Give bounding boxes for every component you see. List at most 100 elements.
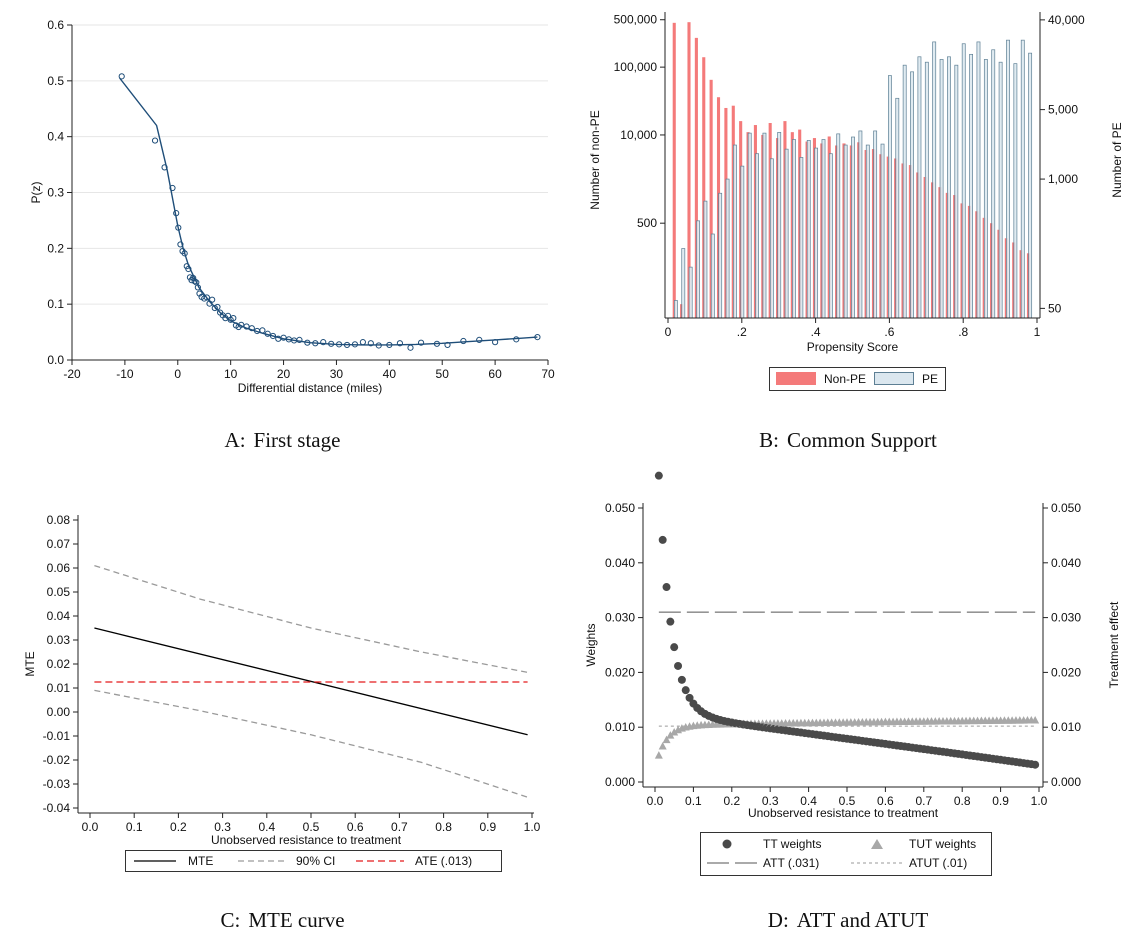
y-tick-label-c: -0.04: [43, 801, 71, 815]
bar-pe: [1020, 39, 1025, 319]
y-axis-label-right-d: Treatment effect: [1107, 601, 1121, 688]
legend-marker-tt: [722, 839, 732, 849]
bar-pe: [733, 144, 737, 319]
x-tick-label-c: 0.2: [170, 820, 187, 834]
x-axis-label-a: Differential distance (miles): [238, 381, 383, 395]
bar-pe: [932, 41, 937, 319]
tt-weight-point: [674, 661, 683, 670]
bar-pe: [895, 97, 900, 319]
y-tick-label-c: 0.08: [47, 513, 71, 527]
legend-label-att: ATT (.031): [763, 856, 820, 870]
data-point-a: [177, 241, 184, 248]
bar-non-pe: [709, 79, 713, 319]
x-tick-label-a: 10: [224, 367, 238, 381]
x-tick-label-c: 0.8: [435, 820, 452, 834]
y-tick-label-right-d: 0.030: [1051, 611, 1081, 625]
data-point-a: [185, 265, 192, 273]
data-point-a: [269, 332, 277, 340]
chart-d-svg: 0.000 0.000 0.010 0.010 0.020 0.020 0.030 0.030…: [584, 471, 1121, 820]
bar-pe: [792, 139, 796, 319]
x-tick-label-a: 30: [330, 367, 344, 381]
x-tick-label-a: 0: [174, 367, 181, 381]
bar-pe: [1013, 63, 1018, 319]
y-tick-label-c: 0.01: [47, 681, 71, 695]
legend-label-tt: TT weights: [763, 837, 822, 851]
bar-pe: [696, 220, 700, 319]
panel-b-letter: B:: [759, 428, 779, 452]
panel-c: -0.04 -0.03 -0.02 -0.01 0.00 0.01 0.02 0.03 0.04…: [0, 470, 565, 945]
bar-pe: [755, 153, 759, 319]
x-tick-label-b: .4: [811, 325, 821, 339]
ci-lower-line: [94, 689, 528, 798]
tt-weight-point: [670, 643, 679, 652]
y-tick-label-a: 0.2: [47, 241, 64, 255]
data-point-a: [264, 330, 271, 337]
bar-pe: [777, 132, 782, 319]
x-tick-label-d: 0.9: [992, 794, 1009, 808]
bar-pe: [998, 61, 1003, 319]
legend-label-ci: 90% CI: [296, 854, 336, 868]
x-tick-label-b: .6: [884, 325, 894, 339]
y-tick-label-c: 0.05: [47, 585, 71, 599]
bar-pe: [917, 56, 922, 319]
tt-weight-point: [662, 583, 671, 592]
bar-pe: [939, 59, 944, 319]
data-point-a: [534, 334, 541, 341]
x-tick-label-d: 0.7: [915, 794, 932, 808]
x-tick-label-d: 0.2: [723, 794, 740, 808]
bar-pe: [762, 132, 767, 319]
x-tick-label-b: .2: [737, 325, 747, 339]
data-point-a: [417, 339, 425, 346]
data-point-a: [444, 341, 451, 349]
legend-c: MTE 90% CI ATE (.013): [125, 850, 502, 872]
bar-pe: [703, 200, 708, 319]
bar-pe: [947, 56, 951, 319]
tut-weight-point: [670, 727, 679, 736]
y-tick-label-a: 0.4: [47, 130, 64, 144]
data-point-a: [335, 341, 343, 348]
chart-c-svg: -0.04 -0.03 -0.02 -0.01 0.00 0.01 0.02 0.03 0.04…: [23, 513, 541, 847]
bar-pe: [688, 266, 693, 319]
y-tick-label-c: -0.02: [43, 753, 71, 767]
x-tick-label-c: 0.0: [82, 820, 99, 834]
y-tick-label-c: 0.04: [47, 609, 71, 623]
legend-swatch-non-pe: [776, 372, 816, 385]
bar-pe: [1028, 52, 1033, 319]
panel-c-caption-text: MTE curve: [248, 908, 345, 932]
x-tick-label-c: 0.5: [303, 820, 320, 834]
legend-c-lines: [134, 860, 404, 862]
y-tick-label-right-b: 1,000: [1048, 172, 1078, 186]
bar-pe: [747, 132, 752, 319]
tt-weight-point: [1031, 760, 1040, 769]
y-tick-label-c: 0.02: [47, 657, 71, 671]
y-tick-label-c: 0.03: [47, 633, 71, 647]
x-tick-label-d: 0.4: [800, 794, 817, 808]
bar-pe: [851, 136, 855, 319]
tt-weight-point: [685, 693, 694, 702]
panel-d-caption: D: ATT and ATUT: [565, 908, 1131, 933]
panel-d-letter: D:: [767, 908, 789, 932]
legend-d: TT weights TUT weights ATT (.031) ATUT (…: [700, 832, 992, 876]
panel-a-letter: A:: [224, 428, 246, 452]
tut-weight-point: [662, 735, 671, 744]
y-tick-label-left-d: 0.030: [605, 611, 635, 625]
data-point-a: [238, 321, 245, 328]
bar-pe: [880, 143, 885, 319]
data-point-a: [175, 224, 182, 231]
data-point-a: [367, 340, 374, 347]
panel-b: 500 10,000 100,000 500,000 50 1,000 5,000 40,00…: [565, 0, 1131, 470]
tut-weight-point: [1031, 715, 1040, 724]
y-tick-label-right-d: 0.020: [1051, 665, 1081, 679]
panel-d: 0.000 0.000 0.010 0.010 0.020 0.020 0.030 0.030…: [565, 470, 1131, 945]
x-tick-label-d: 0.5: [839, 794, 856, 808]
chart-b-svg: 500 10,000 100,000 500,000 50 1,000 5,000 40,00…: [588, 12, 1124, 354]
x-tick-label-c: 0.3: [214, 820, 231, 834]
data-point-a: [181, 250, 188, 257]
mte-line: [94, 627, 528, 736]
x-tick-label-a: 50: [436, 367, 450, 381]
data-point-a: [328, 340, 335, 347]
data-point-a: [460, 337, 467, 345]
bar-non-pe: [694, 37, 698, 318]
data-point-a: [161, 164, 168, 171]
bar-pe: [814, 147, 819, 319]
